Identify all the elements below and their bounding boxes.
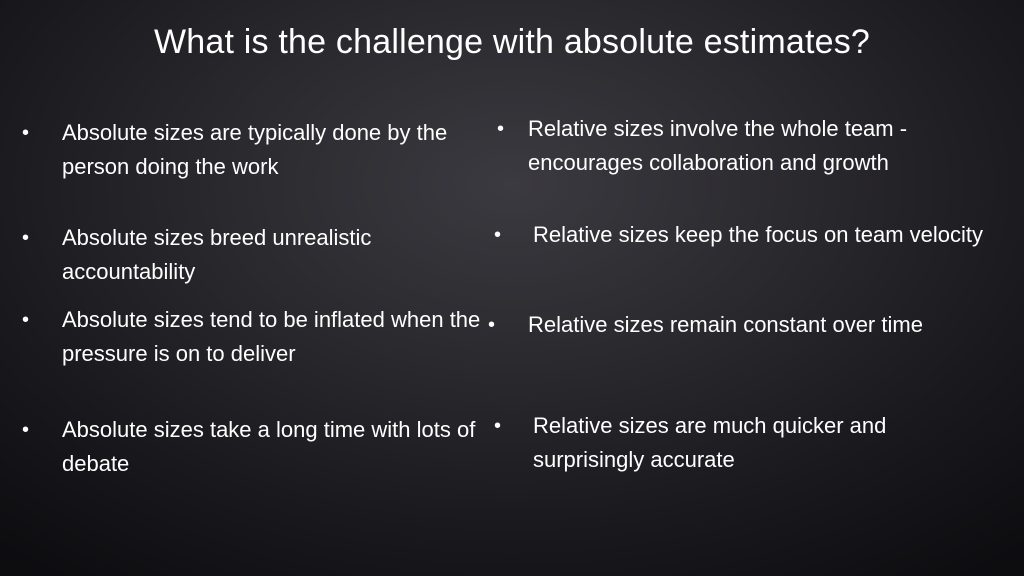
bullet-text: Relative sizes are much quicker and surp…: [533, 409, 983, 477]
bullet-icon: •: [22, 221, 29, 255]
bullet-text: Relative sizes keep the focus on team ve…: [533, 218, 983, 252]
bullet-icon: •: [22, 413, 29, 447]
bullet-icon: •: [494, 218, 501, 252]
bullet-icon: •: [494, 409, 501, 443]
bullet-icon: •: [497, 112, 504, 146]
bullet-text: Absolute sizes breed unrealistic account…: [62, 221, 492, 289]
slide-title: What is the challenge with absolute esti…: [0, 20, 1024, 64]
bullet-text: Relative sizes remain constant over time: [528, 308, 978, 342]
bullet-text: Absolute sizes tend to be inflated when …: [62, 303, 492, 371]
bullet-text: Relative sizes involve the whole team - …: [528, 112, 998, 180]
bullet-text: Absolute sizes are typically done by the…: [62, 116, 492, 184]
bullet-icon: •: [22, 303, 29, 337]
bullet-text: Absolute sizes take a long time with lot…: [62, 413, 492, 481]
bullet-icon: •: [488, 308, 495, 342]
bullet-icon: •: [22, 116, 29, 150]
